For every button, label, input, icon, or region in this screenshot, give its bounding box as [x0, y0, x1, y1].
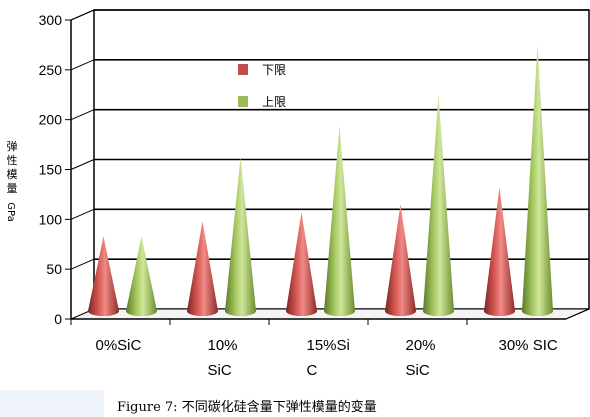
cone-body [187, 221, 218, 316]
x-tick-label: 0%SiC [96, 337, 142, 354]
y-tick-label: 100 [39, 211, 63, 227]
y-tick-label: 300 [39, 12, 63, 28]
gridline-depth [70, 109, 95, 121]
cone-upper-0 [126, 236, 157, 316]
cone-lower-4 [484, 187, 515, 316]
legend-label: 下限 [262, 63, 286, 77]
cone-body [126, 236, 157, 316]
cone-upper-4 [522, 44, 553, 317]
cone-body [324, 125, 355, 316]
y-tick-label: 50 [46, 261, 62, 277]
cone-body [225, 157, 256, 316]
cone-upper-1 [225, 157, 256, 316]
y-axis-label: 弹 [7, 139, 18, 153]
caption-highlight [0, 390, 104, 417]
legend-swatch [238, 96, 248, 107]
y-axis-label: 模 [7, 168, 18, 181]
x-tick-label: 30% SIC [499, 337, 558, 354]
y-tick-label: 150 [39, 162, 63, 178]
y-axis-label: 量 [7, 182, 18, 195]
cone-lower-2 [286, 212, 317, 316]
gridline-depth [70, 258, 95, 270]
x-tick-label: SiC [208, 362, 232, 379]
legend-swatch [238, 64, 248, 75]
x-tick-label: SiC [406, 362, 430, 379]
y-axis-label: 性 [7, 153, 18, 167]
gridline-depth [70, 208, 95, 220]
y-axis-label: GPa [5, 202, 16, 221]
cone-upper-2 [324, 125, 355, 316]
gridline-depth [70, 59, 95, 71]
legend-label: 上限 [262, 95, 286, 109]
cone-lower-0 [88, 236, 119, 316]
y-axis-top-depth [70, 9, 95, 21]
x-tick-label: 20% [406, 337, 436, 354]
cone-body [522, 44, 553, 317]
x-tick-label: 15%Si [307, 337, 350, 354]
cone-body [423, 94, 454, 316]
cone-lower-3 [385, 204, 416, 316]
x-tick-label: 10% [208, 337, 238, 354]
y-tick-label: 0 [54, 311, 62, 327]
gridline-depth [70, 159, 95, 170]
cone-body [385, 204, 416, 316]
y-tick-label: 250 [39, 62, 63, 78]
cone-lower-1 [187, 221, 218, 316]
x-tick-label: C [307, 362, 318, 379]
cone-upper-3 [423, 94, 454, 316]
figure-caption: Figure 7: 不同碳化硅含量下弹性模量的变量 [117, 400, 377, 415]
cone-body [484, 187, 515, 316]
y-tick-label: 200 [39, 112, 63, 128]
cone-body [88, 236, 119, 316]
cone-body [286, 212, 317, 316]
x-axis-depth [565, 308, 590, 320]
